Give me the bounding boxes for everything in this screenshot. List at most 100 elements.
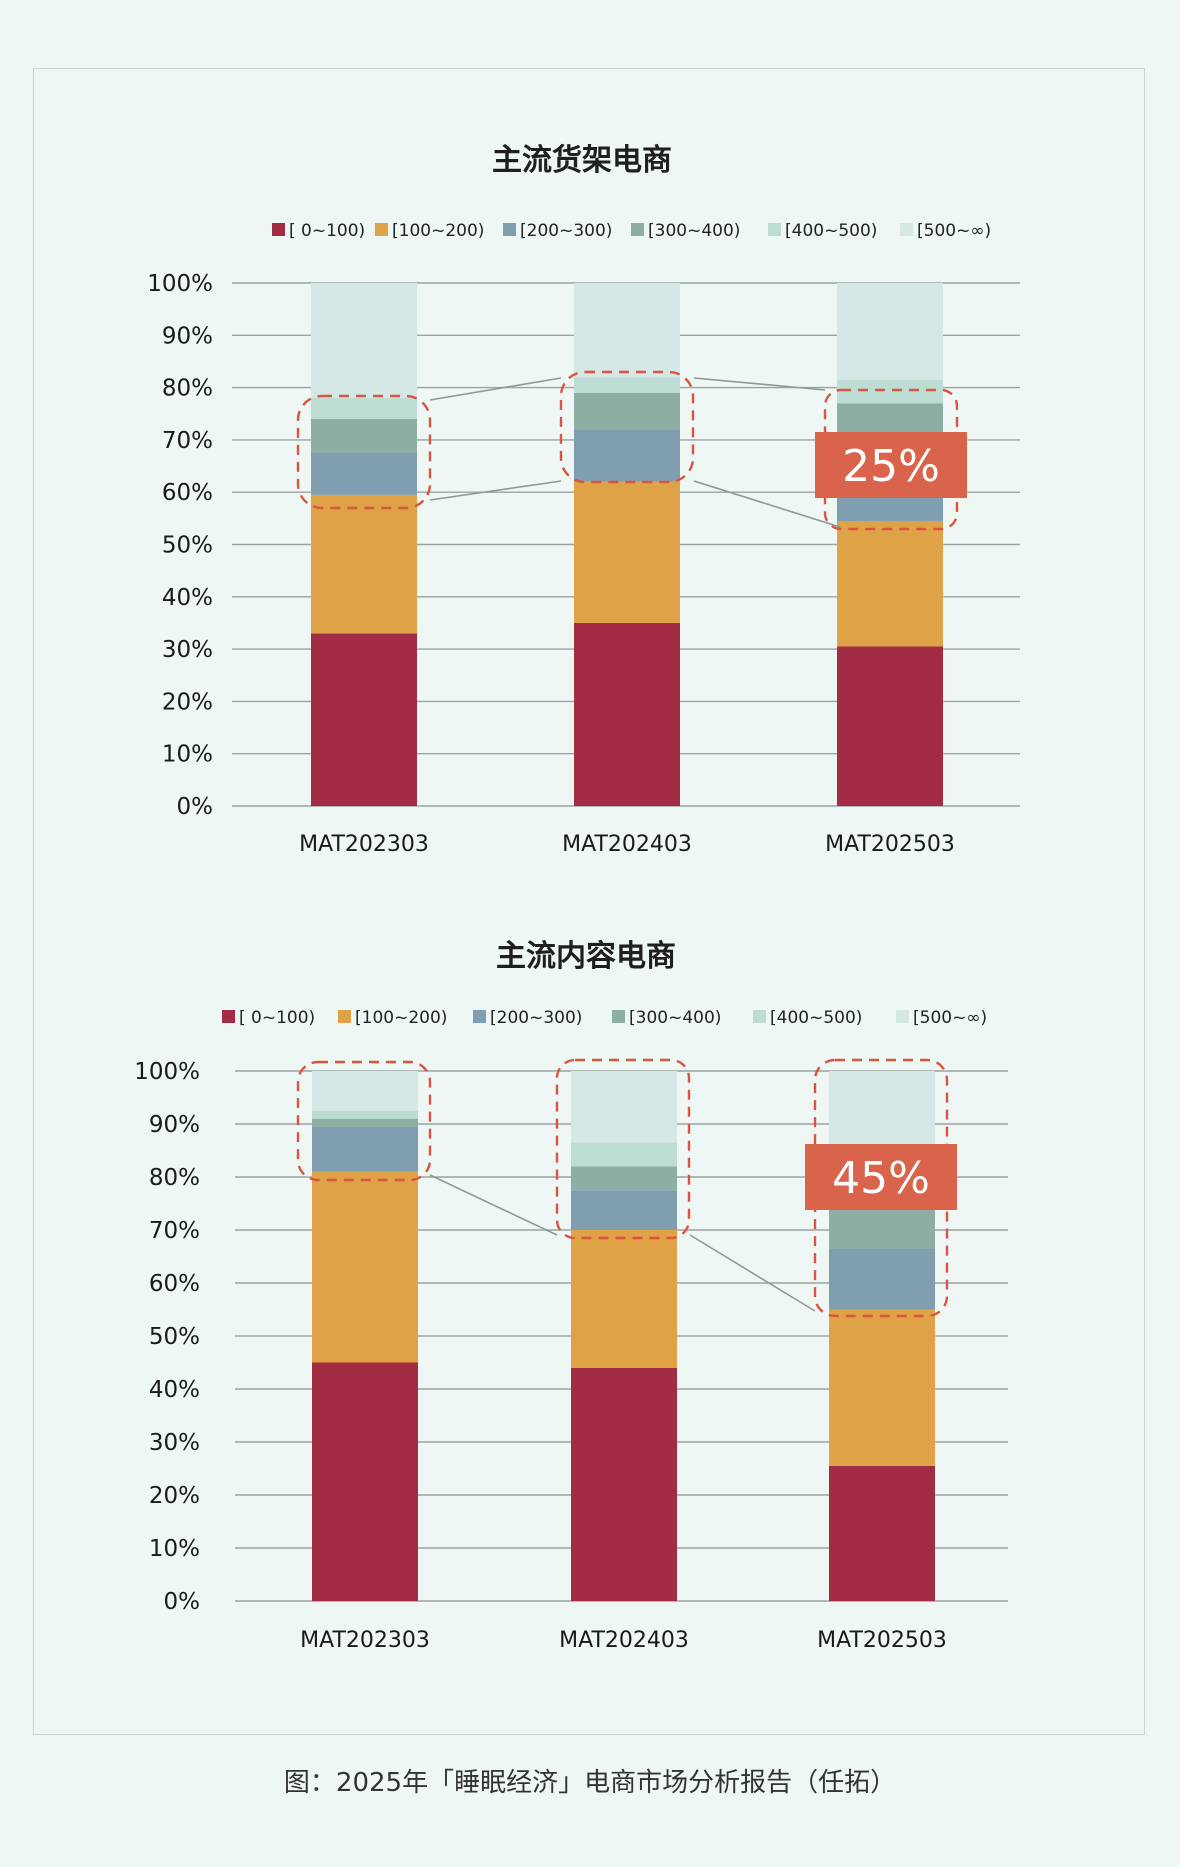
y-tick-label: 100% <box>147 271 213 297</box>
connector-line <box>429 480 562 501</box>
y-tick-label: 0% <box>177 794 214 820</box>
legend-label-4: [400~500) <box>770 1008 862 1028</box>
chart-title: 主流货架电商 <box>492 143 672 178</box>
legend-label-2: [200~300) <box>490 1008 582 1028</box>
bar-segment-1-5 <box>571 1071 677 1143</box>
callout-badge <box>805 1144 957 1210</box>
connector-line <box>693 377 826 391</box>
x-category-label: MAT202403 <box>559 1628 689 1653</box>
legend-label-3: [300~400) <box>629 1008 721 1028</box>
bar-segment-0-4 <box>312 1110 418 1119</box>
legend-swatch-4 <box>768 223 781 236</box>
bar-segment-0-5 <box>312 1071 418 1111</box>
y-tick-label: 100% <box>134 1059 200 1085</box>
callout-badge <box>815 432 967 498</box>
y-tick-label: 30% <box>162 637 213 663</box>
legend-swatch-2 <box>503 223 516 236</box>
y-tick-label: 80% <box>162 376 213 402</box>
legend-label-3: [300~400) <box>648 221 740 241</box>
bar-segment-0-0 <box>312 1362 418 1601</box>
legend-label-4: [400~500) <box>785 221 877 241</box>
highlight-box <box>555 1058 691 1240</box>
y-tick-label: 40% <box>149 1377 200 1403</box>
y-tick-label: 20% <box>162 689 213 715</box>
bar-segment-2-0 <box>837 646 943 806</box>
x-category-label: MAT202303 <box>300 1628 430 1653</box>
bar-segment-1-2 <box>574 429 680 482</box>
bar-segment-1-4 <box>574 377 680 393</box>
x-category-label: MAT202303 <box>299 832 429 857</box>
y-tick-label: 70% <box>162 428 213 454</box>
bar-segment-0-4 <box>311 398 417 419</box>
bar-segment-1-1 <box>571 1230 677 1368</box>
x-category-label: MAT202403 <box>562 832 692 857</box>
connector-line <box>689 1234 816 1312</box>
bar-segment-0-3 <box>312 1118 418 1127</box>
y-tick-label: 30% <box>149 1430 200 1456</box>
legend-swatch-0 <box>272 223 285 236</box>
highlight-box <box>296 1060 432 1182</box>
connector-line <box>693 480 841 528</box>
y-tick-label: 10% <box>149 1536 200 1562</box>
bar-segment-1-1 <box>574 481 680 623</box>
legend-swatch-1 <box>375 223 388 236</box>
y-tick-label: 70% <box>149 1218 200 1244</box>
bar-segment-1-2 <box>571 1190 677 1230</box>
connector-line <box>429 377 562 401</box>
legend-label-0: [ 0~100) <box>239 1008 315 1028</box>
y-tick-label: 50% <box>162 533 213 559</box>
y-tick-label: 60% <box>149 1271 200 1297</box>
y-tick-label: 90% <box>149 1112 200 1138</box>
legend-label-2: [200~300) <box>520 221 612 241</box>
bar-segment-2-4 <box>837 379 943 404</box>
figure-caption: 图：2025年「睡眠经济」电商市场分析报告（任拓） <box>283 1768 897 1798</box>
legend-swatch-5 <box>900 223 913 236</box>
y-tick-label: 10% <box>162 742 213 768</box>
y-tick-label: 0% <box>164 1589 201 1615</box>
legend-swatch-3 <box>631 223 644 236</box>
chart-title: 主流内容电商 <box>496 939 676 974</box>
y-tick-label: 20% <box>149 1483 200 1509</box>
legend-swatch-4 <box>753 1010 766 1023</box>
legend-label-0: [ 0~100) <box>289 221 365 241</box>
legend-swatch-0 <box>222 1010 235 1023</box>
bar-segment-2-0 <box>829 1465 935 1601</box>
callout-value: 45% <box>832 1153 930 1204</box>
bar-segment-2-5 <box>837 283 943 380</box>
legend-swatch-2 <box>473 1010 486 1023</box>
legend-label-5: [500~∞) <box>913 1008 987 1028</box>
bar-segment-0-3 <box>311 418 417 453</box>
legend-label-5: [500~∞) <box>917 221 991 241</box>
legend-label-1: [100~200) <box>392 221 484 241</box>
bar-segment-0-0 <box>311 633 417 806</box>
chart-shelf-ecommerce: 主流货架电商 [ 0~100) [100~200) [200~300) [300~400… <box>147 143 1020 857</box>
y-tick-label: 80% <box>149 1165 200 1191</box>
bar-segment-2-2 <box>829 1248 935 1310</box>
connector-line <box>429 1174 558 1236</box>
bar-segment-0-5 <box>311 283 417 399</box>
y-tick-label: 90% <box>162 323 213 349</box>
legend-label-1: [100~200) <box>355 1008 447 1028</box>
bar-segment-1-4 <box>571 1142 677 1167</box>
bar-segment-2-1 <box>829 1309 935 1466</box>
y-tick-label: 50% <box>149 1324 200 1350</box>
x-category-label: MAT202503 <box>825 832 955 857</box>
bar-segment-1-5 <box>574 283 680 378</box>
callout-value: 25% <box>842 441 940 492</box>
bar-segment-0-1 <box>312 1171 418 1363</box>
chart-content-ecommerce: 主流内容电商 [ 0~100) [100~200) [200~300) [300~400… <box>134 939 1008 1653</box>
bar-segment-1-0 <box>571 1367 677 1601</box>
y-tick-label: 40% <box>162 585 213 611</box>
x-category-label: MAT202503 <box>817 1628 947 1653</box>
bar-segment-1-3 <box>571 1166 677 1191</box>
highlight-box <box>559 370 695 484</box>
y-tick-label: 60% <box>162 480 213 506</box>
bar-segment-0-2 <box>311 452 417 495</box>
bar-segment-0-2 <box>312 1126 418 1172</box>
bar-segment-2-1 <box>837 520 943 647</box>
legend-swatch-5 <box>896 1010 909 1023</box>
legend-swatch-3 <box>612 1010 625 1023</box>
bar-segment-1-0 <box>574 622 680 806</box>
highlight-box <box>296 394 432 510</box>
bar-segment-0-1 <box>311 494 417 634</box>
